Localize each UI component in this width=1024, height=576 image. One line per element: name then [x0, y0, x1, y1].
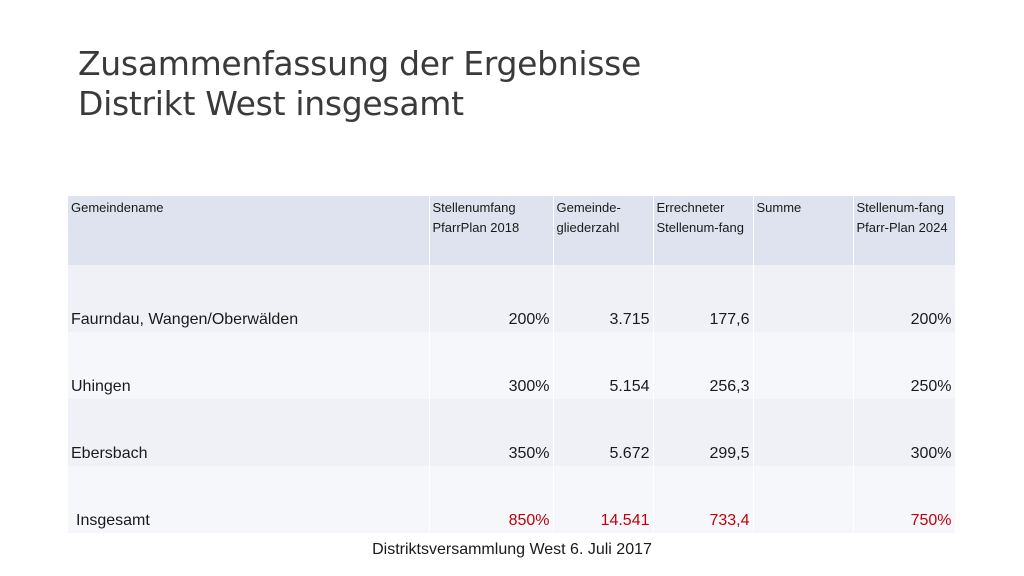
header-stellenumfang-2018: Stellenumfang PfarrPlan 2018	[429, 196, 554, 265]
cell-stellen-2024: 750%	[853, 466, 956, 533]
header-gemeindegliederzahl: Gemeinde-gliederzahl	[553, 196, 654, 265]
table-row: Ebersbach 350% 5.672 299,5 300%	[68, 399, 956, 466]
table-row: Uhingen 300% 5.154 256,3 250%	[68, 332, 956, 399]
cell-name: Faurndau, Wangen/Oberwälden	[68, 265, 430, 332]
header-stellenumfang-2024: Stellenum-fang Pfarr-Plan 2024	[853, 196, 956, 265]
cell-summe	[753, 332, 854, 399]
title-line-1: Zusammenfassung der Ergebnisse	[78, 44, 642, 83]
cell-summe	[753, 265, 854, 332]
cell-stellen-2024: 250%	[853, 332, 956, 399]
cell-name: Uhingen	[68, 332, 430, 399]
slide-footer: Distriktsversammlung West 6. Juli 2017	[372, 541, 652, 558]
table-row: Faurndau, Wangen/Oberwälden 200% 3.715 1…	[68, 265, 956, 332]
cell-glieder: 5.672	[553, 399, 654, 466]
cell-glieder: 3.715	[553, 265, 654, 332]
cell-glieder: 14.541	[553, 466, 654, 533]
cell-stellen-2018: 200%	[429, 265, 554, 332]
cell-errechnet: 733,4	[653, 466, 754, 533]
cell-errechnet: 299,5	[653, 399, 754, 466]
table-total-row: Insgesamt 850% 14.541 733,4 750%	[68, 466, 956, 533]
cell-summe	[753, 466, 854, 533]
cell-stellen-2018: 850%	[429, 466, 554, 533]
results-table: Gemeindename Stellenumfang PfarrPlan 201…	[68, 196, 956, 533]
cell-name: Insgesamt	[68, 466, 430, 533]
cell-stellen-2018: 350%	[429, 399, 554, 466]
cell-stellen-2024: 200%	[853, 265, 956, 332]
title-line-2: Distrikt West insgesamt	[78, 84, 464, 123]
cell-stellen-2024: 300%	[853, 399, 956, 466]
header-gemeindename: Gemeindename	[68, 196, 430, 265]
cell-summe	[753, 399, 854, 466]
cell-errechnet: 256,3	[653, 332, 754, 399]
slide-title: Zusammenfassung der Ergebnisse Distrikt …	[78, 44, 641, 124]
cell-errechnet: 177,6	[653, 265, 754, 332]
header-summe: Summe	[753, 196, 854, 265]
cell-stellen-2018: 300%	[429, 332, 554, 399]
cell-name: Ebersbach	[68, 399, 430, 466]
table-header-row: Gemeindename Stellenumfang PfarrPlan 201…	[68, 196, 956, 265]
header-errechneter-stellenumfang: Errechneter Stellenum-fang	[653, 196, 754, 265]
cell-glieder: 5.154	[553, 332, 654, 399]
